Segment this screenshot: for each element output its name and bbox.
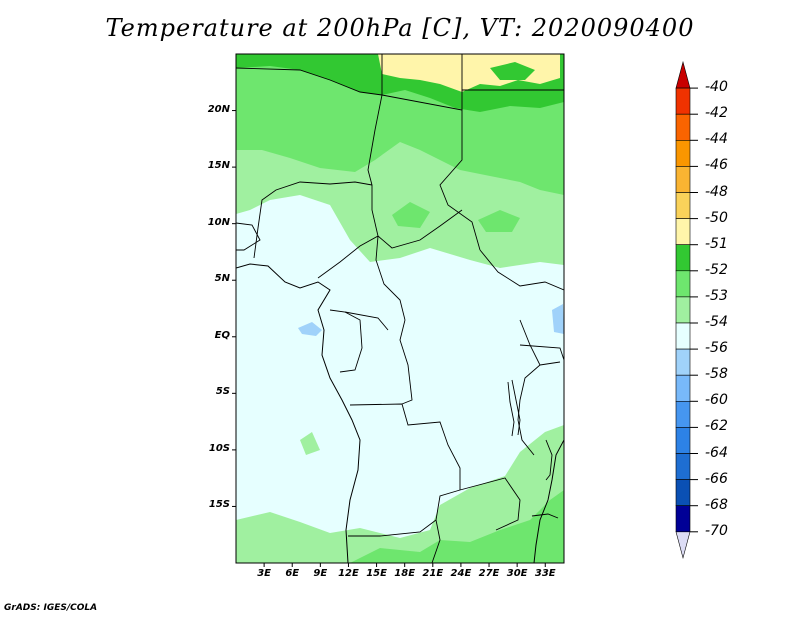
contour-minus53-south	[236, 425, 564, 563]
contour-minus53-coastal-patch	[300, 432, 320, 455]
lon-label: 21E	[422, 568, 444, 579]
lat-label: 10N	[207, 216, 230, 228]
colorbar-label: -48	[705, 183, 728, 200]
colorbar-swatch	[675, 113, 691, 141]
lat-label: 5N	[214, 273, 230, 285]
colorbar-swatch	[675, 479, 691, 507]
colorbar-swatch	[675, 270, 691, 298]
contour-minus52-patch-1	[392, 202, 430, 228]
grads-credit: GrADS: IGES/COLA	[4, 603, 98, 613]
lon-label: 30E	[506, 568, 528, 579]
colorbar-label: -46	[705, 157, 728, 174]
coastline-east	[533, 439, 564, 563]
contour-minus52-south	[350, 490, 564, 563]
colorbar-bottom-triangle	[675, 531, 691, 560]
colorbar-label: -53	[705, 287, 728, 304]
colorbar-label: -64	[705, 444, 728, 461]
colorbar-label: -50	[705, 209, 728, 226]
colorbar-label: -54	[705, 314, 728, 330]
lat-label: 15S	[208, 499, 230, 511]
lake-volta	[298, 322, 322, 336]
colorbar-label: -40	[705, 79, 728, 96]
chart-title: Temperature at 200hPa [C], VT: 202009040…	[105, 14, 695, 42]
lon-label: 18E	[394, 568, 416, 579]
colorbar-swatch	[675, 505, 691, 533]
colorbar-label: -66	[705, 470, 728, 487]
lon-label: 12E	[338, 568, 359, 579]
colorbar-swatch	[675, 87, 691, 115]
lat-label: 15N	[207, 160, 230, 172]
lat-label: 20N	[207, 103, 230, 115]
lon-label: 3E	[257, 568, 271, 579]
colorbar-label: -70	[705, 522, 728, 539]
lat-ticks	[232, 110, 236, 507]
colorbar-label: -56	[705, 340, 728, 357]
colorbar-label: -52	[705, 261, 728, 278]
lon-label: 27E	[478, 568, 500, 579]
lon-label: 6E	[285, 568, 300, 579]
colorbar-swatch	[675, 427, 691, 454]
colorbar-label: -58	[705, 366, 728, 383]
lon-label: 33E	[534, 568, 556, 579]
colorbar-swatch	[675, 348, 691, 376]
map-frame	[235, 53, 565, 564]
rift-lakes	[507, 379, 559, 519]
colorbar-swatch	[675, 322, 691, 350]
colorbar-top-triangle	[675, 60, 691, 89]
colorbar-swatch	[675, 453, 691, 480]
colorbar-label: -60	[705, 392, 728, 409]
contour-minus51-patch-east	[490, 62, 535, 80]
lat-label: EQ	[214, 329, 230, 341]
colorbar-swatch	[675, 218, 691, 246]
lat-label: 5S	[215, 386, 230, 398]
country-borders	[236, 54, 564, 563]
colorbar-label: -44	[705, 131, 728, 148]
lat-label: 10S	[208, 442, 230, 454]
colorbar-swatch	[675, 296, 691, 324]
colorbar-label: -68	[705, 496, 728, 513]
contour-minus52-patch-2	[478, 210, 520, 232]
lon-label: 24E	[450, 568, 472, 579]
colorbar-swatch	[675, 140, 691, 167]
colorbar-swatch	[675, 192, 691, 219]
lake-victoria	[552, 304, 564, 334]
colorbar	[675, 60, 698, 560]
colorbar-swatch	[675, 244, 691, 272]
colorbar-swatch	[675, 166, 691, 193]
colorbar-label: -51	[705, 235, 728, 252]
colorbar-swatch	[675, 400, 691, 428]
lon-label: 9E	[313, 568, 328, 579]
lon-label: 15E	[366, 568, 387, 579]
colorbar-label: -62	[705, 418, 728, 435]
lon-ticks	[263, 563, 546, 567]
colorbar-label: -42	[705, 105, 728, 122]
map-panel	[236, 54, 564, 563]
coastline	[236, 263, 361, 563]
colorbar-swatch	[675, 374, 691, 402]
